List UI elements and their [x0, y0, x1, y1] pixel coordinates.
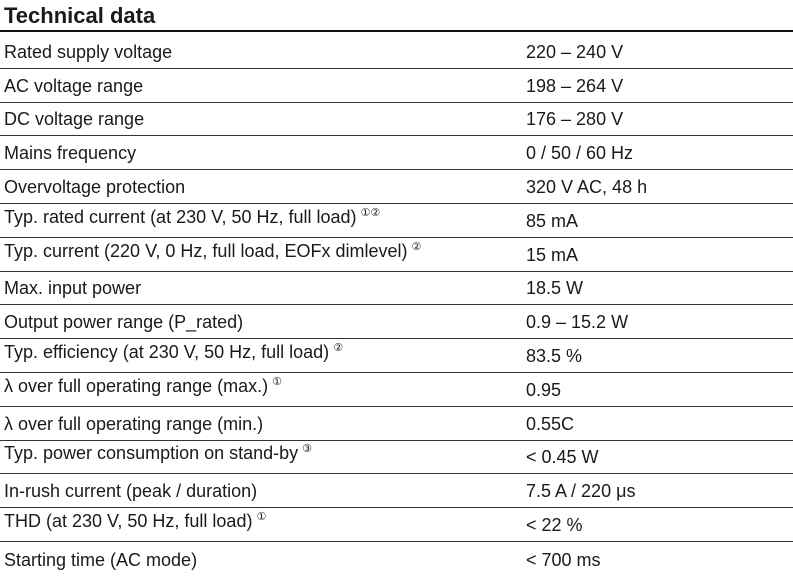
footnote-marker: ③: [302, 443, 313, 456]
parameter-label: THD (at 230 V, 50 Hz, full load) ①: [4, 510, 267, 531]
parameter-label: In-rush current (peak / duration): [4, 481, 258, 502]
table-row: Typ. efficiency (at 230 V, 50 Hz, full l…: [0, 339, 793, 373]
table-row: λ over full operating range (max.) ① 0.95: [0, 373, 793, 407]
parameter-value: 7.5 A / 220 μs: [526, 481, 636, 502]
title-divider: [0, 30, 793, 32]
table-row: Output power range (P_rated) 0.9 – 15.2 …: [0, 305, 793, 340]
parameter-value: < 22 %: [526, 514, 583, 535]
parameter-value: < 0.45 W: [526, 447, 599, 468]
parameter-label: Mains frequency: [4, 143, 137, 164]
parameter-value: 18.5 W: [526, 278, 584, 299]
parameter-label: Typ. efficiency (at 230 V, 50 Hz, full l…: [4, 341, 344, 362]
parameter-value: 85 mA: [526, 210, 579, 231]
table-row: Typ. power consumption on stand-by ③ < 0.…: [0, 441, 793, 475]
parameter-value: 320 V AC, 48 h: [526, 176, 648, 197]
table-row: Typ. current (220 V, 0 Hz, full load, EO…: [0, 238, 793, 272]
parameter-label: Max. input power: [4, 278, 142, 299]
parameter-value: 83.5 %: [526, 345, 583, 366]
parameter-value: < 700 ms: [526, 549, 601, 570]
table-row: DC voltage range 176 – 280 V: [0, 103, 793, 137]
table-row: AC voltage range 198 – 264 V: [0, 69, 793, 103]
parameter-value: 15 mA: [526, 244, 579, 265]
parameter-label: Typ. power consumption on stand-by ③: [4, 443, 313, 464]
parameter-value: 198 – 264 V: [526, 75, 624, 96]
parameter-label: Overvoltage protection: [4, 176, 186, 197]
table-row: λ over full operating range (min.) 0.55C: [0, 407, 793, 441]
parameter-value: 0.95: [526, 379, 562, 400]
table-row: Typ. rated current (at 230 V, 50 Hz, ful…: [0, 204, 793, 238]
table-row: Rated supply voltage 220 – 240 V: [0, 35, 793, 69]
technical-data-table: Rated supply voltage 220 – 240 V AC volt…: [0, 35, 793, 576]
parameter-label: Output power range (P_rated): [4, 312, 244, 333]
footnote-marker: ①: [256, 510, 267, 523]
parameter-label: λ over full operating range (max.) ①: [4, 375, 282, 396]
parameter-value: 0 / 50 / 60 Hz: [526, 143, 634, 164]
table-row: Mains frequency 0 / 50 / 60 Hz: [0, 136, 793, 171]
parameter-label: λ over full operating range (min.): [4, 413, 264, 434]
parameter-label: Typ. rated current (at 230 V, 50 Hz, ful…: [4, 206, 381, 227]
table-row: Overvoltage protection 320 V AC, 48 h: [0, 170, 793, 204]
table-row: Starting time (AC mode) < 700 ms: [0, 542, 793, 576]
parameter-value: 220 – 240 V: [526, 41, 624, 62]
footnote-marker: ②: [333, 341, 344, 354]
footnote-marker: ①②: [360, 206, 381, 219]
table-row: In-rush current (peak / duration) 7.5 A …: [0, 474, 793, 509]
table-row: Max. input power 18.5 W: [0, 272, 793, 306]
parameter-value: 0.55C: [526, 413, 575, 434]
parameter-label: Typ. current (220 V, 0 Hz, full load, EO…: [4, 240, 422, 261]
page-title: Technical data: [4, 3, 156, 28]
footnote-marker: ①: [272, 375, 282, 388]
parameter-value: 176 – 280 V: [526, 109, 624, 130]
footnote-marker: ②: [411, 240, 422, 253]
parameter-label: Starting time (AC mode): [4, 549, 198, 570]
parameter-label: DC voltage range: [4, 109, 145, 130]
parameter-value: 0.9 – 15.2 W: [526, 312, 629, 333]
parameter-label: AC voltage range: [4, 75, 144, 96]
table-row: THD (at 230 V, 50 Hz, full load) ① < 22 %: [0, 508, 793, 542]
parameter-label: Rated supply voltage: [4, 41, 173, 62]
